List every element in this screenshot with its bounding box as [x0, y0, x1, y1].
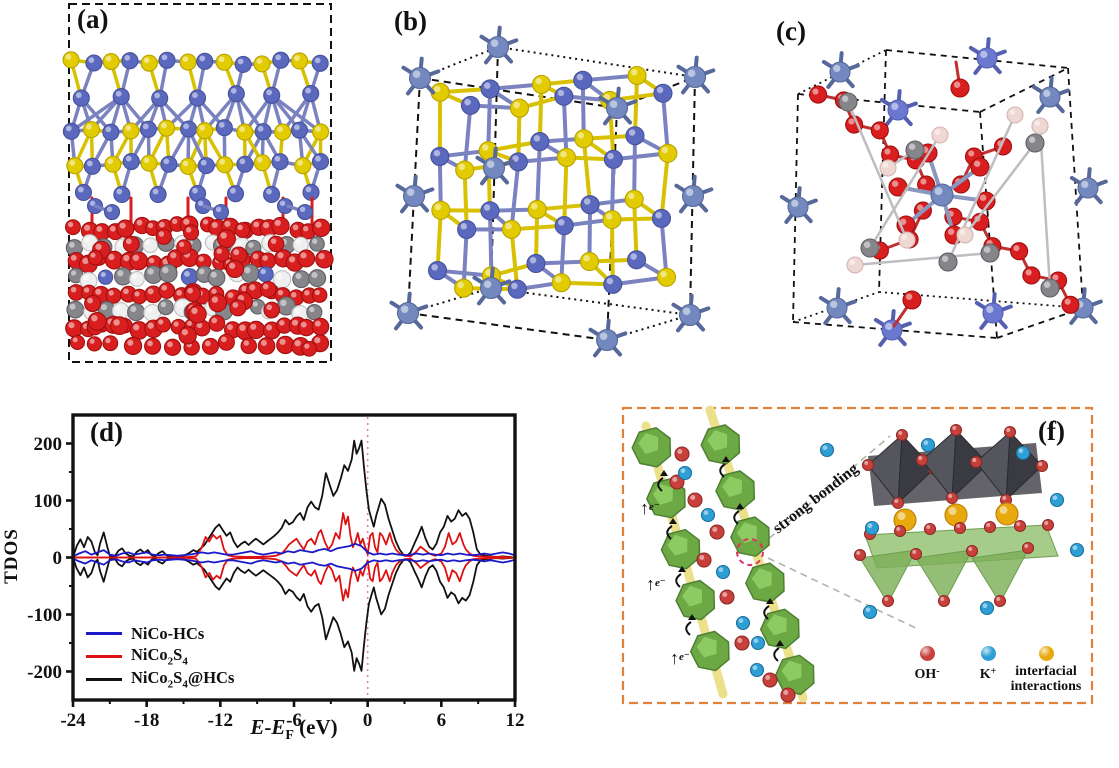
panel-b-art [389, 25, 716, 358]
panel-f-legend-item: K+ [960, 646, 1016, 682]
dos-curve-down [72, 557, 516, 572]
panel-f-label: (f) [1038, 416, 1065, 446]
hopping-arrow [675, 573, 682, 588]
panel-b-label: (b) [394, 6, 427, 36]
zoom-connector-line [759, 435, 891, 547]
xlabel-E: E [250, 715, 265, 739]
panel-f-box [621, 406, 1094, 705]
electron-transport-arrow: ↑e⁻ [646, 574, 666, 594]
dos-legend-item: NiCo-HCs [86, 622, 234, 645]
x-tick-label: -12 [208, 710, 233, 731]
panel-a-art [62, 3, 334, 363]
panel-f-legend-item: interfacial interactions [1000, 646, 1092, 694]
legend-sphere-icon [980, 646, 996, 661]
legend-label: K+ [979, 666, 997, 682]
panel-c-label: (c) [776, 16, 806, 46]
panel-f-art [621, 405, 1094, 705]
panel-c-structure: (c) [752, 0, 1119, 392]
up-arrow-icon: ↑ [646, 574, 655, 594]
y-tick-label: 100 [34, 491, 63, 512]
electron-transport-arrow: ↑e⁻ [640, 498, 660, 518]
xlabel-unit: (eV) [293, 715, 338, 739]
legend-sphere-icon [919, 646, 935, 661]
y-tick-label: -200 [27, 662, 62, 683]
panel-f-schematic: (f) strong bonding ↑e⁻ ↑e⁻ ↑e⁻ OH- K+ inte… [618, 398, 1119, 712]
y-tick-label: -100 [27, 605, 62, 626]
x-tick-label: -18 [134, 710, 159, 731]
panel-b-structure: (b) [378, 0, 723, 392]
panel-a-box [68, 3, 332, 363]
panel-f-legend-item: OH- [897, 646, 957, 682]
legend-label: interfacial interactions [1010, 664, 1082, 694]
bonding-site-circle [736, 538, 764, 566]
hopping-arrow [666, 525, 673, 540]
hopping-arrow [685, 621, 692, 636]
hopping-arrow [657, 477, 664, 492]
x-tick-label: -24 [60, 710, 86, 731]
xlabel-sep: - [264, 715, 272, 739]
x-tick-label: 6 [437, 710, 447, 731]
zoom-connector-line [767, 557, 921, 631]
legend-line-swatch [86, 632, 122, 635]
hopping-arrow [773, 647, 780, 662]
legend-series-label: NiCo2S4 [131, 645, 188, 668]
up-arrow-icon: ↑ [670, 648, 679, 668]
dos-x-axis-title: E-EF (eV) [174, 715, 414, 744]
y-tick-label: 0 [53, 548, 63, 569]
dos-plot: -24 -18 -12 -6 0 6 12 -200 -100 0 100 200 [27, 413, 525, 731]
x-tick-label: -6 [286, 710, 302, 731]
hopping-arrow [733, 510, 740, 525]
hopping-arrow [719, 463, 726, 478]
hopping-arrow [763, 605, 770, 620]
up-arrow-icon: ↑ [640, 498, 649, 518]
electron-transport-arrow: ↑e⁻ [670, 648, 690, 668]
legend-series-label: NiCo-HCs [131, 623, 205, 643]
legend-sphere-icon [1038, 646, 1054, 661]
x-tick-label: 12 [506, 710, 525, 731]
xlabel-sub-F: F [285, 728, 294, 744]
dos-y-axis-title: TDOS [1, 528, 22, 584]
legend-line-swatch [86, 678, 122, 681]
panel-c-art [779, 37, 1108, 347]
legend-line-swatch [86, 655, 122, 658]
panel-a-structure: (a) [55, 0, 345, 388]
panel-d-label: (d) [90, 417, 123, 447]
x-tick-label: 0 [363, 710, 373, 731]
dos-legend-item: NiCo2S4 [86, 645, 234, 668]
xlabel-E2: E [271, 715, 286, 739]
panel-d-dos-chart: -24 -18 -12 -6 0 6 12 -200 -100 0 100 200 (d) TDOS … [0, 395, 615, 768]
dos-legend: NiCo-HCs NiCo2S4 NiCo2S4@HCs [86, 622, 234, 691]
legend-label: OH- [914, 666, 940, 682]
y-tick-label: 200 [34, 434, 63, 455]
legend-series-label: NiCo2S4@HCs [131, 668, 235, 691]
dos-curve-up [72, 542, 516, 558]
dos-legend-item: NiCo2S4@HCs [86, 668, 234, 691]
panel-a-label: (a) [77, 4, 109, 34]
